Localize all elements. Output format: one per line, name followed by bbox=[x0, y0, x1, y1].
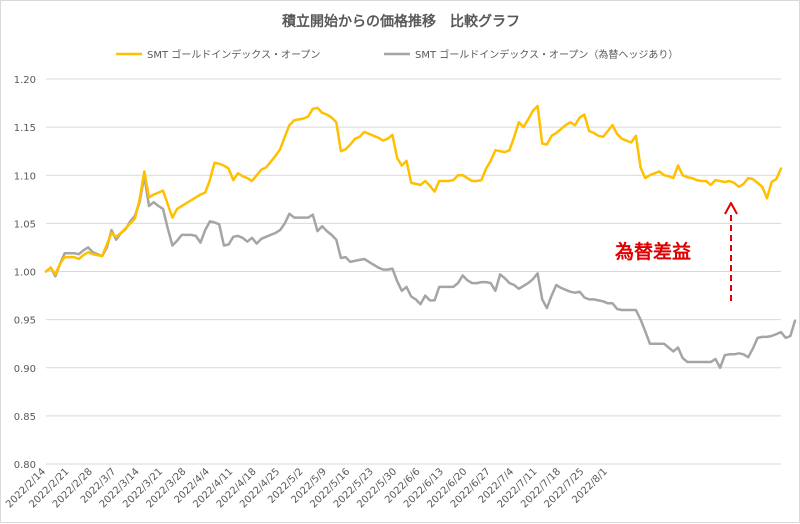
fx-gain-arrow-head bbox=[724, 202, 738, 215]
series-lines bbox=[44, 104, 797, 370]
y-tick-label: 1.20 bbox=[14, 75, 36, 86]
y-tick-label: 0.95 bbox=[14, 316, 36, 327]
y-tick-label: 1.15 bbox=[14, 123, 36, 134]
legend-label: SMT ゴールドインデックス・オープン（為替ヘッジあり） bbox=[415, 48, 678, 61]
annotation-fx-gain: 為替差益 bbox=[615, 202, 738, 301]
y-tick-label: 1.05 bbox=[14, 219, 36, 230]
x-axis: 2022/2/142022/2/212022/2/282022/3/72022/… bbox=[4, 466, 610, 510]
series-line bbox=[44, 104, 783, 276]
y-tick-label: 0.90 bbox=[14, 364, 36, 375]
y-axis: 1.20 1.15 1.10 1.05 1.00 0.95 0.90 0.85 0.80 bbox=[14, 75, 36, 471]
legend-label: SMT ゴールドインデックス・オープン bbox=[147, 48, 320, 61]
grid-lines bbox=[46, 78, 781, 465]
chart-title: 積立開始からの価格推移 比較グラフ bbox=[281, 13, 520, 30]
y-tick-label: 0.85 bbox=[14, 412, 36, 423]
series-line bbox=[44, 174, 797, 370]
y-tick-label: 1.00 bbox=[14, 268, 36, 279]
y-tick-label: 1.10 bbox=[14, 171, 36, 182]
annotation-label: 為替差益 bbox=[615, 240, 691, 263]
y-tick-label: 0.80 bbox=[14, 460, 36, 471]
chart-legend: SMT ゴールドインデックス・オープン SMT ゴールドインデックス・オープン（為… bbox=[116, 48, 678, 61]
